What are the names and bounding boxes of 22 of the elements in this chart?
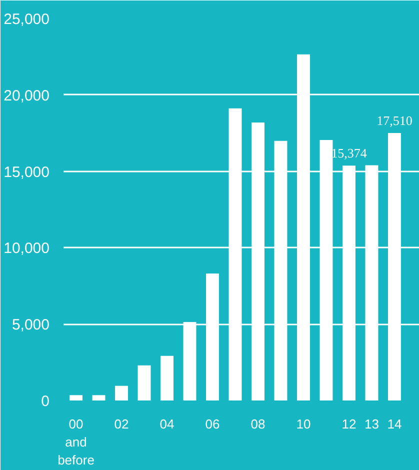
x-tick-label: 08 (250, 416, 266, 432)
y-tick-label: 5,000 (12, 316, 50, 334)
y-tick-label: 25,000 (4, 11, 50, 28)
y-tick-label: 15,000 (4, 164, 50, 181)
y-tick-label: 10,000 (4, 240, 50, 258)
x-tick-label: 13 (364, 416, 379, 432)
y-tick-label: 0 (41, 393, 50, 410)
bar (115, 386, 128, 400)
bar (160, 356, 174, 400)
y-tick-label: 20,000 (4, 87, 50, 104)
x-tick-label: 02 (114, 416, 129, 432)
x-tick-label: 14 (387, 416, 402, 432)
x-tick-label: 06 (205, 416, 220, 432)
x-tick-label: 04 (160, 416, 174, 432)
bar (70, 395, 82, 400)
bar (92, 395, 106, 400)
data-label: 17,510 (376, 112, 412, 128)
bar (138, 365, 151, 400)
x-tick-label: 00 and before (58, 416, 94, 468)
x-tick-label: 12 (342, 416, 356, 432)
data-label: 15,374 (331, 146, 368, 161)
x-tick-label: 10 (296, 416, 311, 432)
